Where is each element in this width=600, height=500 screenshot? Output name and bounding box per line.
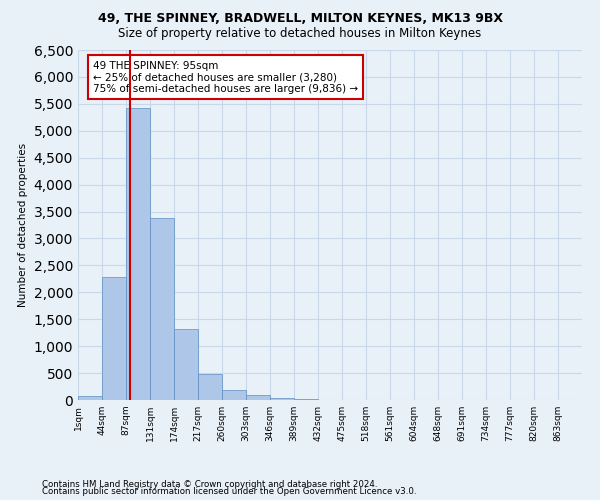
Bar [78, 396, 102, 400]
Bar [102, 277, 126, 400]
Text: Contains public sector information licensed under the Open Government Licence v3: Contains public sector information licen… [42, 487, 416, 496]
Y-axis label: Number of detached properties: Number of detached properties [18, 143, 28, 307]
Text: 49, THE SPINNEY, BRADWELL, MILTON KEYNES, MK13 9BX: 49, THE SPINNEY, BRADWELL, MILTON KEYNES… [97, 12, 503, 26]
Bar [198, 374, 222, 400]
Text: Size of property relative to detached houses in Milton Keynes: Size of property relative to detached ho… [118, 28, 482, 40]
Bar [246, 396, 270, 400]
Bar [126, 108, 150, 400]
Bar [222, 390, 246, 400]
Text: Contains HM Land Registry data © Crown copyright and database right 2024.: Contains HM Land Registry data © Crown c… [42, 480, 377, 489]
Bar [174, 330, 198, 400]
Text: 49 THE SPINNEY: 95sqm
← 25% of detached houses are smaller (3,280)
75% of semi-d: 49 THE SPINNEY: 95sqm ← 25% of detached … [93, 60, 358, 94]
Bar [270, 398, 294, 400]
Bar [150, 218, 174, 400]
